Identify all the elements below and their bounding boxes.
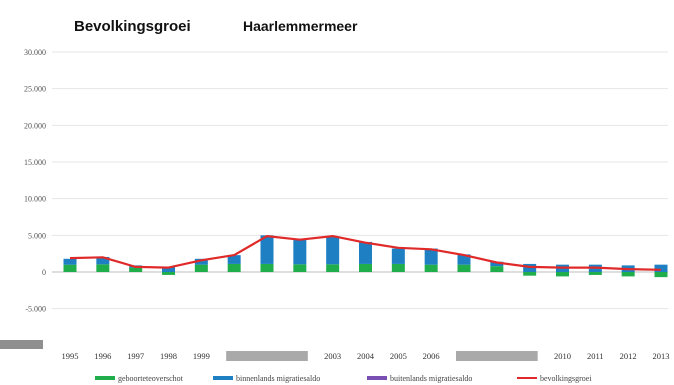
legend-swatch-buitenlands-migratiesaldo xyxy=(367,376,387,380)
bar-binnenlands-migratiesaldo-2005 xyxy=(391,248,405,264)
bar-binnenlands-migratiesaldo-2007 xyxy=(457,254,471,265)
x-tick-label: 2011 xyxy=(587,351,604,361)
bar-geboorteteoverschot-2007 xyxy=(457,264,471,272)
scan-artifact-left xyxy=(0,340,43,349)
legend-label: buitenlands migratiesaldo xyxy=(390,374,472,383)
bar-geboorteteoverschot-2003 xyxy=(326,264,340,272)
legend-label: bevolkingsgroei xyxy=(540,374,592,383)
bar-geboorteteoverschot-1995 xyxy=(63,264,77,272)
legend-swatch-binnenlands-migratiesaldo xyxy=(213,376,233,380)
y-tick-label: 25.000 xyxy=(24,85,46,94)
chart-subtitle: Haarlemmermeer xyxy=(243,18,358,34)
bar-binnenlands-migratiesaldo-2013 xyxy=(654,264,668,272)
y-tick-label: 15.000 xyxy=(24,158,46,167)
bar-binnenlands-migratiesaldo-2004 xyxy=(359,241,372,264)
legend: geboorteteoverschot binnenlands migraties… xyxy=(95,374,592,383)
bar-geboorteteoverschot-1998 xyxy=(162,272,175,275)
x-tick-label: 2004 xyxy=(357,351,375,361)
x-axis-ticks: 1995 1996 1997 1998 1999 2003 2004 2005 2006 2010… xyxy=(62,351,670,361)
x-tick-label: 2006 xyxy=(423,351,440,361)
x-tick-label: 2010 xyxy=(554,351,571,361)
bar-binnenlands-migratiesaldo-1996 xyxy=(96,256,110,265)
bar-geboorteteoverschot-1997 xyxy=(129,267,143,272)
line-series xyxy=(69,235,662,271)
bar-geboorteteoverschot-2008 xyxy=(490,266,504,272)
y-tick-label: 5.000 xyxy=(28,231,46,240)
bar-geboorteteoverschot-1999 xyxy=(194,264,208,272)
y-tick-label: 30.000 xyxy=(24,48,46,57)
x-tick-label: 2003 xyxy=(324,351,341,361)
tick-label-redaction xyxy=(226,351,308,361)
bar-geboorteteoverschot-2000 xyxy=(227,263,241,272)
bar-binnenlands-migratiesaldo-2001 xyxy=(260,235,274,264)
x-tick-label: 2012 xyxy=(620,351,637,361)
bar-geboorteteoverschot-2011 xyxy=(588,272,602,275)
tick-label-redaction xyxy=(456,351,538,361)
bar-binnenlands-migratiesaldo-2002 xyxy=(293,238,307,265)
bar-geboorteteoverschot-2005 xyxy=(391,263,405,272)
bar-binnenlands-migratiesaldo-1995 xyxy=(63,258,77,265)
bar-binnenlands-migratiesaldo-2000 xyxy=(227,255,241,264)
x-tick-label: 1995 xyxy=(62,351,79,361)
bar-geboorteteoverschot-2013 xyxy=(654,272,668,278)
bar-binnenlands-migratiesaldo-2008 xyxy=(490,261,504,267)
bar-geboorteteoverschot-2004 xyxy=(359,263,372,272)
x-tick-label: 2013 xyxy=(653,351,670,361)
y-tick-label: 10.000 xyxy=(24,195,46,204)
y-tick-label: 20.000 xyxy=(24,121,46,130)
bar-binnenlands-migratiesaldo-2003 xyxy=(326,236,340,265)
legend-swatch-geboorteteoverschot xyxy=(95,376,115,380)
chart-title: Bevolkingsgroei xyxy=(74,18,191,35)
x-tick-label: 2005 xyxy=(390,351,407,361)
line-bevolkingsgroei xyxy=(69,235,662,271)
legend-label: binnenlands migratiesaldo xyxy=(236,374,320,383)
x-tick-label: 1998 xyxy=(160,351,177,361)
bar-geboorteteoverschot-2002 xyxy=(293,264,307,272)
bar-geboorteteoverschot-2001 xyxy=(260,263,274,272)
x-tick-label: 1996 xyxy=(94,351,111,361)
bar-geboorteteoverschot-2006 xyxy=(424,264,438,272)
bar-geboorteteoverschot-2010 xyxy=(556,272,569,277)
bar-geboorteteoverschot-2012 xyxy=(621,272,635,277)
legend-label: geboorteteoverschot xyxy=(118,374,184,383)
x-tick-label: 1997 xyxy=(127,351,144,361)
bar-geboorteteoverschot-2009 xyxy=(523,272,537,276)
bar-geboorteteoverschot-1996 xyxy=(96,264,110,272)
y-tick-label: -5.000 xyxy=(25,305,46,314)
x-tick-label: 1999 xyxy=(193,351,210,361)
y-axis-ticks: -5.000 0 5.000 10.000 15.000 20.000 25.000 30.0… xyxy=(24,48,46,314)
bar-binnenlands-migratiesaldo-2006 xyxy=(424,248,438,265)
y-tick-label: 0 xyxy=(42,268,46,277)
bar-binnenlands-migratiesaldo-1998 xyxy=(162,266,175,272)
bar-binnenlands-migratiesaldo-1999 xyxy=(194,258,208,265)
